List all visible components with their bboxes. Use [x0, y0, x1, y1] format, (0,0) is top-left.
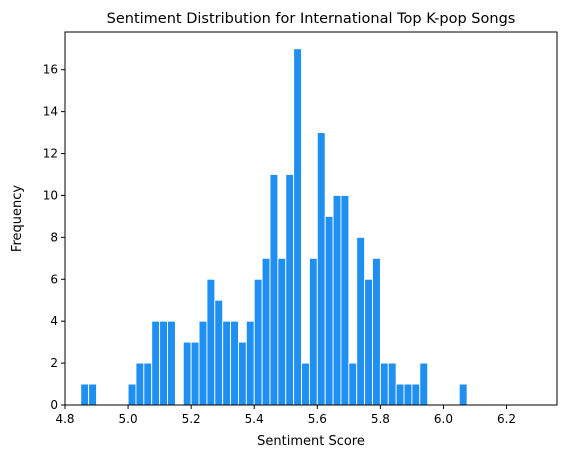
histogram-bar [277, 257, 287, 406]
histogram-bar [419, 362, 429, 406]
x-axis-ticks: 4.8 5.0 5.2 5.4 5.6 5.8 6.0 6.2 [55, 405, 516, 426]
histogram-bar [80, 383, 90, 406]
x-tick-label: 5.2 [182, 412, 201, 426]
y-tick-label: 6 [50, 272, 58, 286]
histogram-bar [324, 215, 334, 406]
histogram-bar [387, 362, 397, 406]
y-tick-label: 4 [50, 314, 58, 328]
y-axis-ticks: 0 2 4 6 8 10 12 14 16 [43, 63, 65, 412]
histogram-bar [238, 341, 247, 406]
histogram-bar [245, 320, 255, 406]
histogram-bar [308, 257, 318, 406]
x-tick-label: 5.0 [119, 412, 138, 426]
histogram-bar [364, 278, 373, 406]
plot-area-frame [64, 31, 558, 406]
y-tick-label: 16 [43, 63, 58, 77]
histogram-bar [230, 320, 239, 406]
histogram-bar [151, 320, 161, 406]
histogram-bar [348, 362, 358, 406]
x-tick-label: 5.8 [371, 412, 390, 426]
histogram-bar [316, 132, 326, 406]
histogram-bar [293, 48, 302, 406]
histogram-bar [411, 383, 421, 406]
histogram-bar [269, 174, 279, 406]
histogram-bar [253, 278, 263, 406]
histogram-bar [135, 362, 145, 406]
histogram-bar [206, 278, 216, 406]
histogram-bar [222, 320, 232, 406]
histogram-bar [182, 341, 192, 406]
y-tick-label: 0 [50, 398, 58, 412]
histogram-bar [214, 299, 224, 406]
histogram-bar [379, 362, 389, 406]
histogram-bar [332, 194, 342, 406]
histogram-bar [190, 341, 200, 406]
histogram-bar [301, 362, 310, 406]
histogram-bar [261, 257, 271, 406]
y-tick-label: 8 [50, 230, 58, 244]
y-axis-label: Frequency [10, 185, 25, 252]
histogram-bar [159, 320, 168, 406]
y-tick-label: 12 [43, 147, 58, 161]
histogram-bar [88, 383, 97, 406]
histogram-bar [198, 320, 208, 406]
y-tick-label: 14 [43, 105, 58, 119]
x-tick-label: 6.0 [434, 412, 453, 426]
histogram-bar [356, 236, 366, 406]
y-tick-label: 10 [43, 188, 58, 202]
histogram-bar [143, 362, 153, 406]
x-tick-label: 5.6 [308, 412, 327, 426]
histogram-bar [340, 194, 350, 406]
histogram-bar [167, 320, 176, 406]
histogram-bar [395, 383, 405, 406]
histogram-bar [403, 383, 413, 406]
x-tick-label: 6.2 [497, 412, 516, 426]
x-axis-label: Sentiment Score [257, 434, 365, 449]
histogram-bar [127, 383, 137, 406]
histogram-bar [285, 174, 295, 406]
y-tick-label: 2 [50, 356, 58, 370]
chart-title: Sentiment Distribution for International… [107, 11, 516, 27]
histogram-bar [458, 383, 468, 406]
histogram-bar [372, 257, 381, 406]
x-tick-label: 5.4 [245, 412, 264, 426]
x-tick-label: 4.8 [55, 412, 74, 426]
